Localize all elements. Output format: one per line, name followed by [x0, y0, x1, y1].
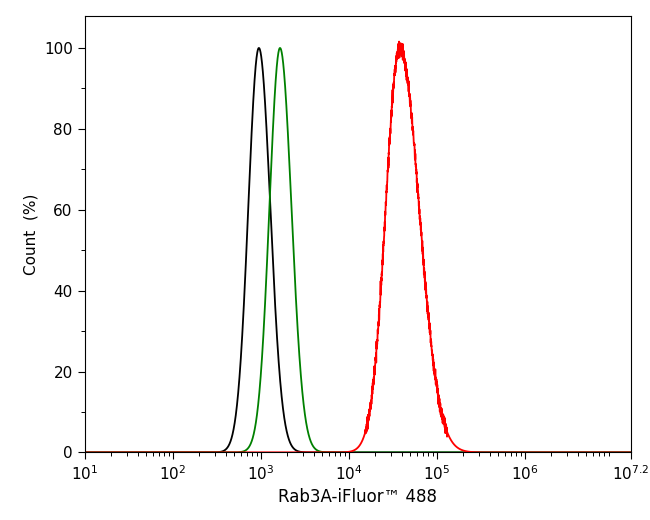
- Y-axis label: Count  (%): Count (%): [23, 193, 38, 275]
- X-axis label: Rab3A-iFluor™ 488: Rab3A-iFluor™ 488: [278, 488, 437, 506]
